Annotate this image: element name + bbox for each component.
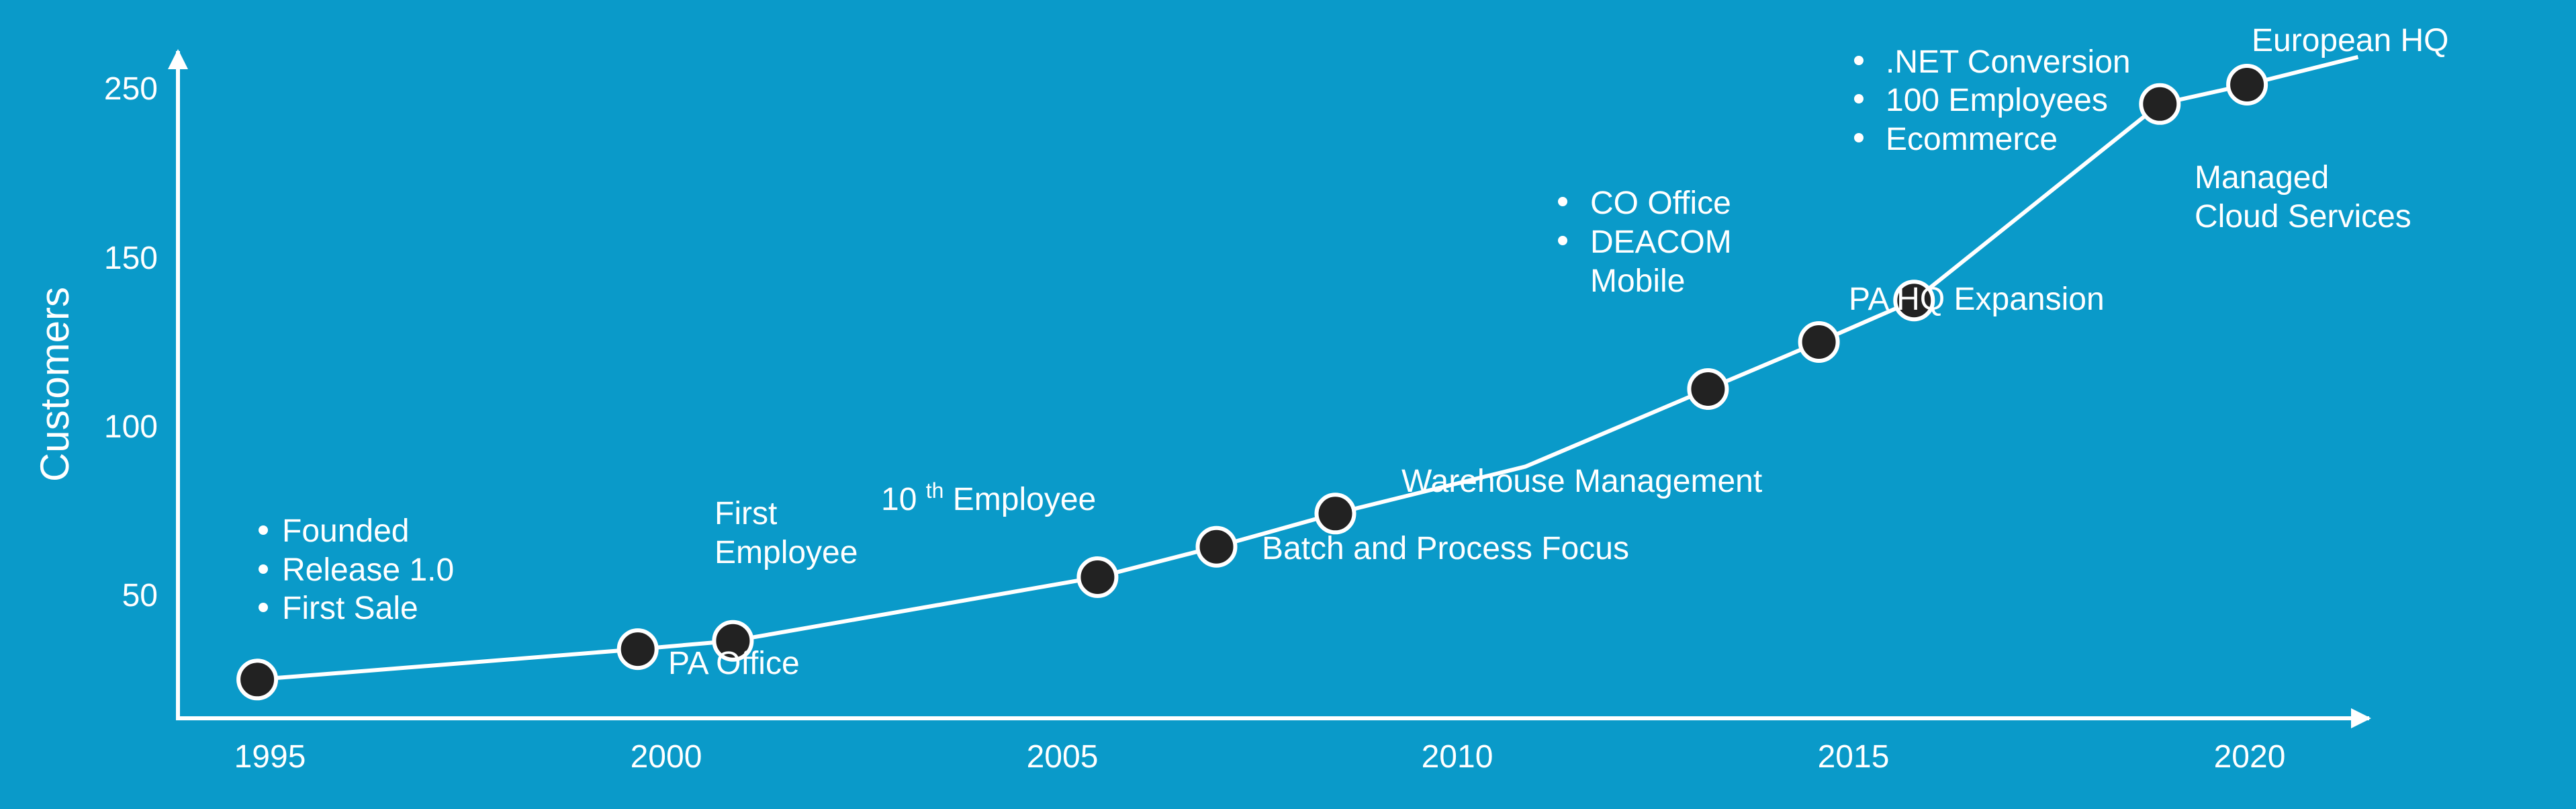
milestone-point-5 bbox=[1195, 525, 1238, 568]
annotation-co-office: CO Office bbox=[1590, 185, 1731, 221]
annotation-first-employee-line1: First bbox=[715, 496, 777, 531]
annotation-first-employee-line2: Employee bbox=[715, 535, 858, 570]
annotation-ecommerce: Ecommerce bbox=[1886, 122, 2058, 157]
bullet bbox=[1558, 236, 1567, 245]
bullet bbox=[259, 525, 268, 535]
y-tick-100: 100 bbox=[104, 409, 158, 445]
annotation-first-sale: First Sale bbox=[282, 591, 418, 626]
bullet bbox=[1854, 94, 1864, 103]
annotation-net-conversion: .NET Conversion bbox=[1886, 44, 2131, 80]
x-tick-2010: 2010 bbox=[1422, 739, 1493, 775]
annotation-2013: CO Office DEACOM Mobile bbox=[1558, 185, 1732, 299]
annotation-1995: Founded Release 1.0 First Sale bbox=[259, 513, 454, 626]
x-tick-2020: 2020 bbox=[2214, 739, 2286, 775]
y-tick-150: 150 bbox=[104, 241, 158, 276]
tenth-superscript: th bbox=[926, 478, 944, 503]
y-tick-50: 50 bbox=[122, 578, 158, 613]
milestone-point-10 bbox=[2139, 83, 2181, 125]
annotation-european-hq: European HQ bbox=[2252, 23, 2449, 58]
annotation-deacom-line2: Mobile bbox=[1590, 263, 1685, 299]
x-tick-1995: 1995 bbox=[234, 739, 306, 775]
annotation-2016: .NET Conversion 100 Employees Ecommerce bbox=[1854, 44, 2131, 157]
annotation-pa-office: PA Office bbox=[668, 646, 800, 681]
y-tick-250: 250 bbox=[104, 71, 158, 107]
milestone-point-4 bbox=[1076, 556, 1119, 598]
annotation-founded: Founded bbox=[282, 513, 410, 549]
bullet bbox=[1854, 133, 1864, 142]
milestone-point-6 bbox=[1314, 493, 1356, 535]
milestone-point-9 bbox=[1893, 280, 1935, 322]
annotation-release: Release 1.0 bbox=[282, 552, 454, 588]
bullet bbox=[1558, 197, 1567, 206]
bullet bbox=[259, 564, 268, 574]
annotation-100-employees: 100 Employees bbox=[1886, 83, 2108, 118]
x-tick-2015: 2015 bbox=[1818, 739, 1890, 775]
tenth-number: 10 bbox=[881, 482, 917, 517]
milestone-point-1 bbox=[236, 658, 279, 701]
x-tick-2000: 2000 bbox=[631, 739, 702, 775]
milestone-point-2 bbox=[616, 628, 659, 671]
tenth-rest: Employee bbox=[953, 482, 1096, 517]
annotation-deacom-line1: DEACOM bbox=[1590, 224, 1732, 260]
bullet bbox=[1854, 56, 1864, 65]
annotation-10th-employee: 10 th Employee bbox=[881, 470, 1096, 517]
milestone-markers bbox=[236, 64, 2268, 701]
annotation-managed-line2: Cloud Services bbox=[2195, 199, 2411, 235]
milestone-point-3 bbox=[712, 620, 754, 662]
bullet bbox=[259, 603, 268, 612]
x-tick-2005: 2005 bbox=[1027, 739, 1099, 775]
milestone-point-11 bbox=[2226, 64, 2268, 105]
milestone-point-7 bbox=[1687, 368, 1729, 410]
annotation-batch-process: Batch and Process Focus bbox=[1262, 531, 1629, 566]
annotation-pa-hq-expansion: PA HQ Expansion bbox=[1849, 282, 2105, 317]
milestone-point-8 bbox=[1798, 321, 1840, 363]
y-axis-label: Customers bbox=[32, 287, 77, 482]
annotation-managed-line1: Managed bbox=[2195, 160, 2329, 196]
annotation-warehouse: Warehouse Management bbox=[1401, 464, 1762, 499]
